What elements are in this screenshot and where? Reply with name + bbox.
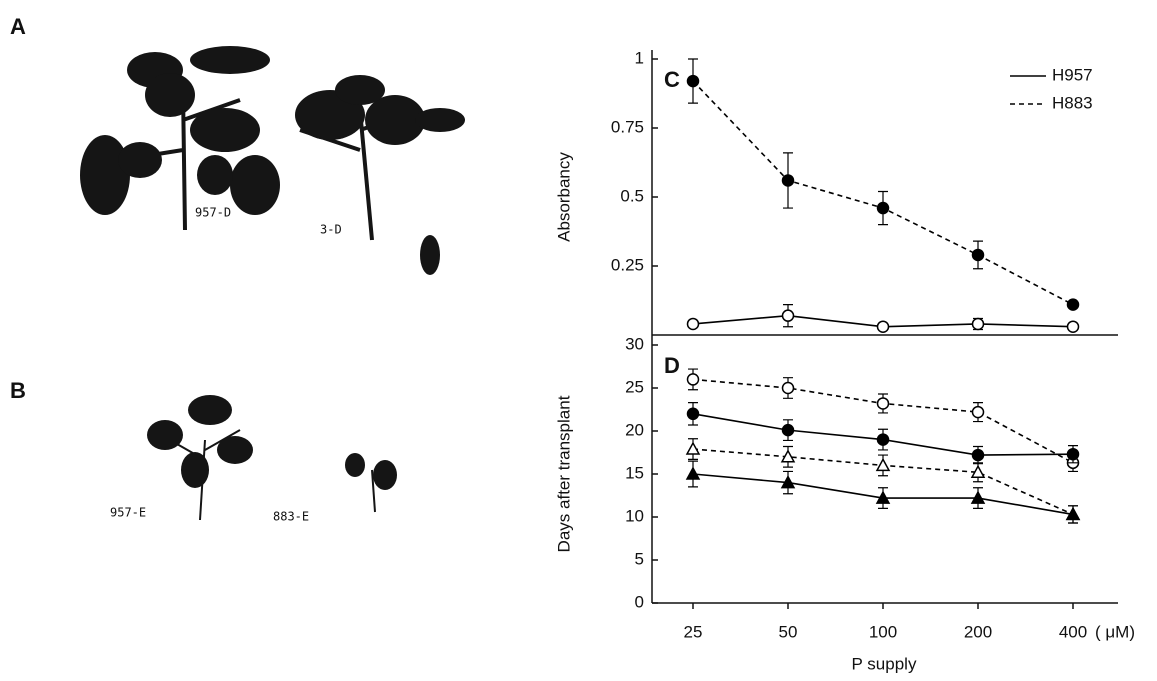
marker bbox=[685, 466, 701, 480]
x-tick-label: 25 bbox=[684, 622, 703, 641]
x-tick-label: 400 bbox=[1059, 622, 1087, 641]
y-tick-label: 15 bbox=[625, 463, 644, 482]
marker bbox=[875, 457, 891, 472]
marker bbox=[781, 174, 795, 187]
marker bbox=[876, 320, 890, 333]
y-tick-label: 20 bbox=[625, 420, 644, 439]
x-unit: ( μM) bbox=[1095, 622, 1135, 641]
legend-label: H957 bbox=[1052, 65, 1093, 84]
y-tick-label: 0.5 bbox=[620, 186, 644, 205]
photo-label: 883-E bbox=[273, 510, 309, 524]
photo-b: 957-E 883-E bbox=[110, 395, 397, 524]
marker bbox=[970, 490, 986, 504]
photo-label: 3-D bbox=[320, 223, 342, 237]
marker bbox=[971, 405, 985, 419]
y-tick-label: 25 bbox=[625, 377, 644, 396]
y-tick-label: 10 bbox=[625, 506, 644, 525]
x-tick-label: 50 bbox=[779, 622, 798, 641]
y-tick-label: 5 bbox=[635, 549, 644, 568]
marker bbox=[1066, 447, 1080, 461]
y-axis-label: Absorbancy bbox=[554, 152, 573, 242]
photo-label: 957-E bbox=[110, 506, 146, 520]
y-tick-label: 1 bbox=[635, 48, 644, 67]
x-tick-label: 100 bbox=[869, 622, 897, 641]
panel-label: C bbox=[664, 67, 680, 92]
marker bbox=[971, 317, 985, 331]
marker bbox=[780, 475, 796, 489]
marker bbox=[686, 373, 700, 386]
x-axis-label: P supply bbox=[852, 654, 917, 673]
marker bbox=[971, 248, 985, 262]
marker bbox=[781, 423, 795, 437]
y-tick-label: 0 bbox=[635, 592, 644, 611]
panel-label: D bbox=[664, 353, 680, 378]
marker bbox=[1065, 506, 1081, 521]
marker bbox=[875, 490, 891, 504]
y-tick-label: 30 bbox=[625, 334, 644, 353]
marker bbox=[971, 448, 985, 462]
marker bbox=[876, 201, 890, 215]
marker bbox=[686, 317, 700, 331]
marker bbox=[876, 433, 890, 446]
marker bbox=[780, 449, 796, 463]
photo-label: 957-D bbox=[195, 206, 231, 220]
photo-a: 957-D 3-D bbox=[80, 46, 465, 275]
panel-label: B bbox=[10, 378, 26, 403]
panel-label: A bbox=[10, 14, 26, 39]
marker bbox=[781, 381, 795, 395]
marker bbox=[686, 74, 700, 88]
marker bbox=[1066, 298, 1080, 311]
marker bbox=[876, 397, 890, 410]
legend-label: H883 bbox=[1052, 93, 1093, 112]
y-tick-label: 0.75 bbox=[611, 117, 644, 136]
y-tick-label: 0.25 bbox=[611, 255, 644, 274]
marker bbox=[685, 441, 701, 455]
marker bbox=[781, 309, 795, 322]
x-tick-label: 200 bbox=[964, 622, 992, 641]
y-axis-label: Days after transplant bbox=[554, 395, 573, 552]
marker bbox=[970, 464, 986, 479]
marker bbox=[686, 407, 700, 421]
marker bbox=[1066, 320, 1080, 333]
